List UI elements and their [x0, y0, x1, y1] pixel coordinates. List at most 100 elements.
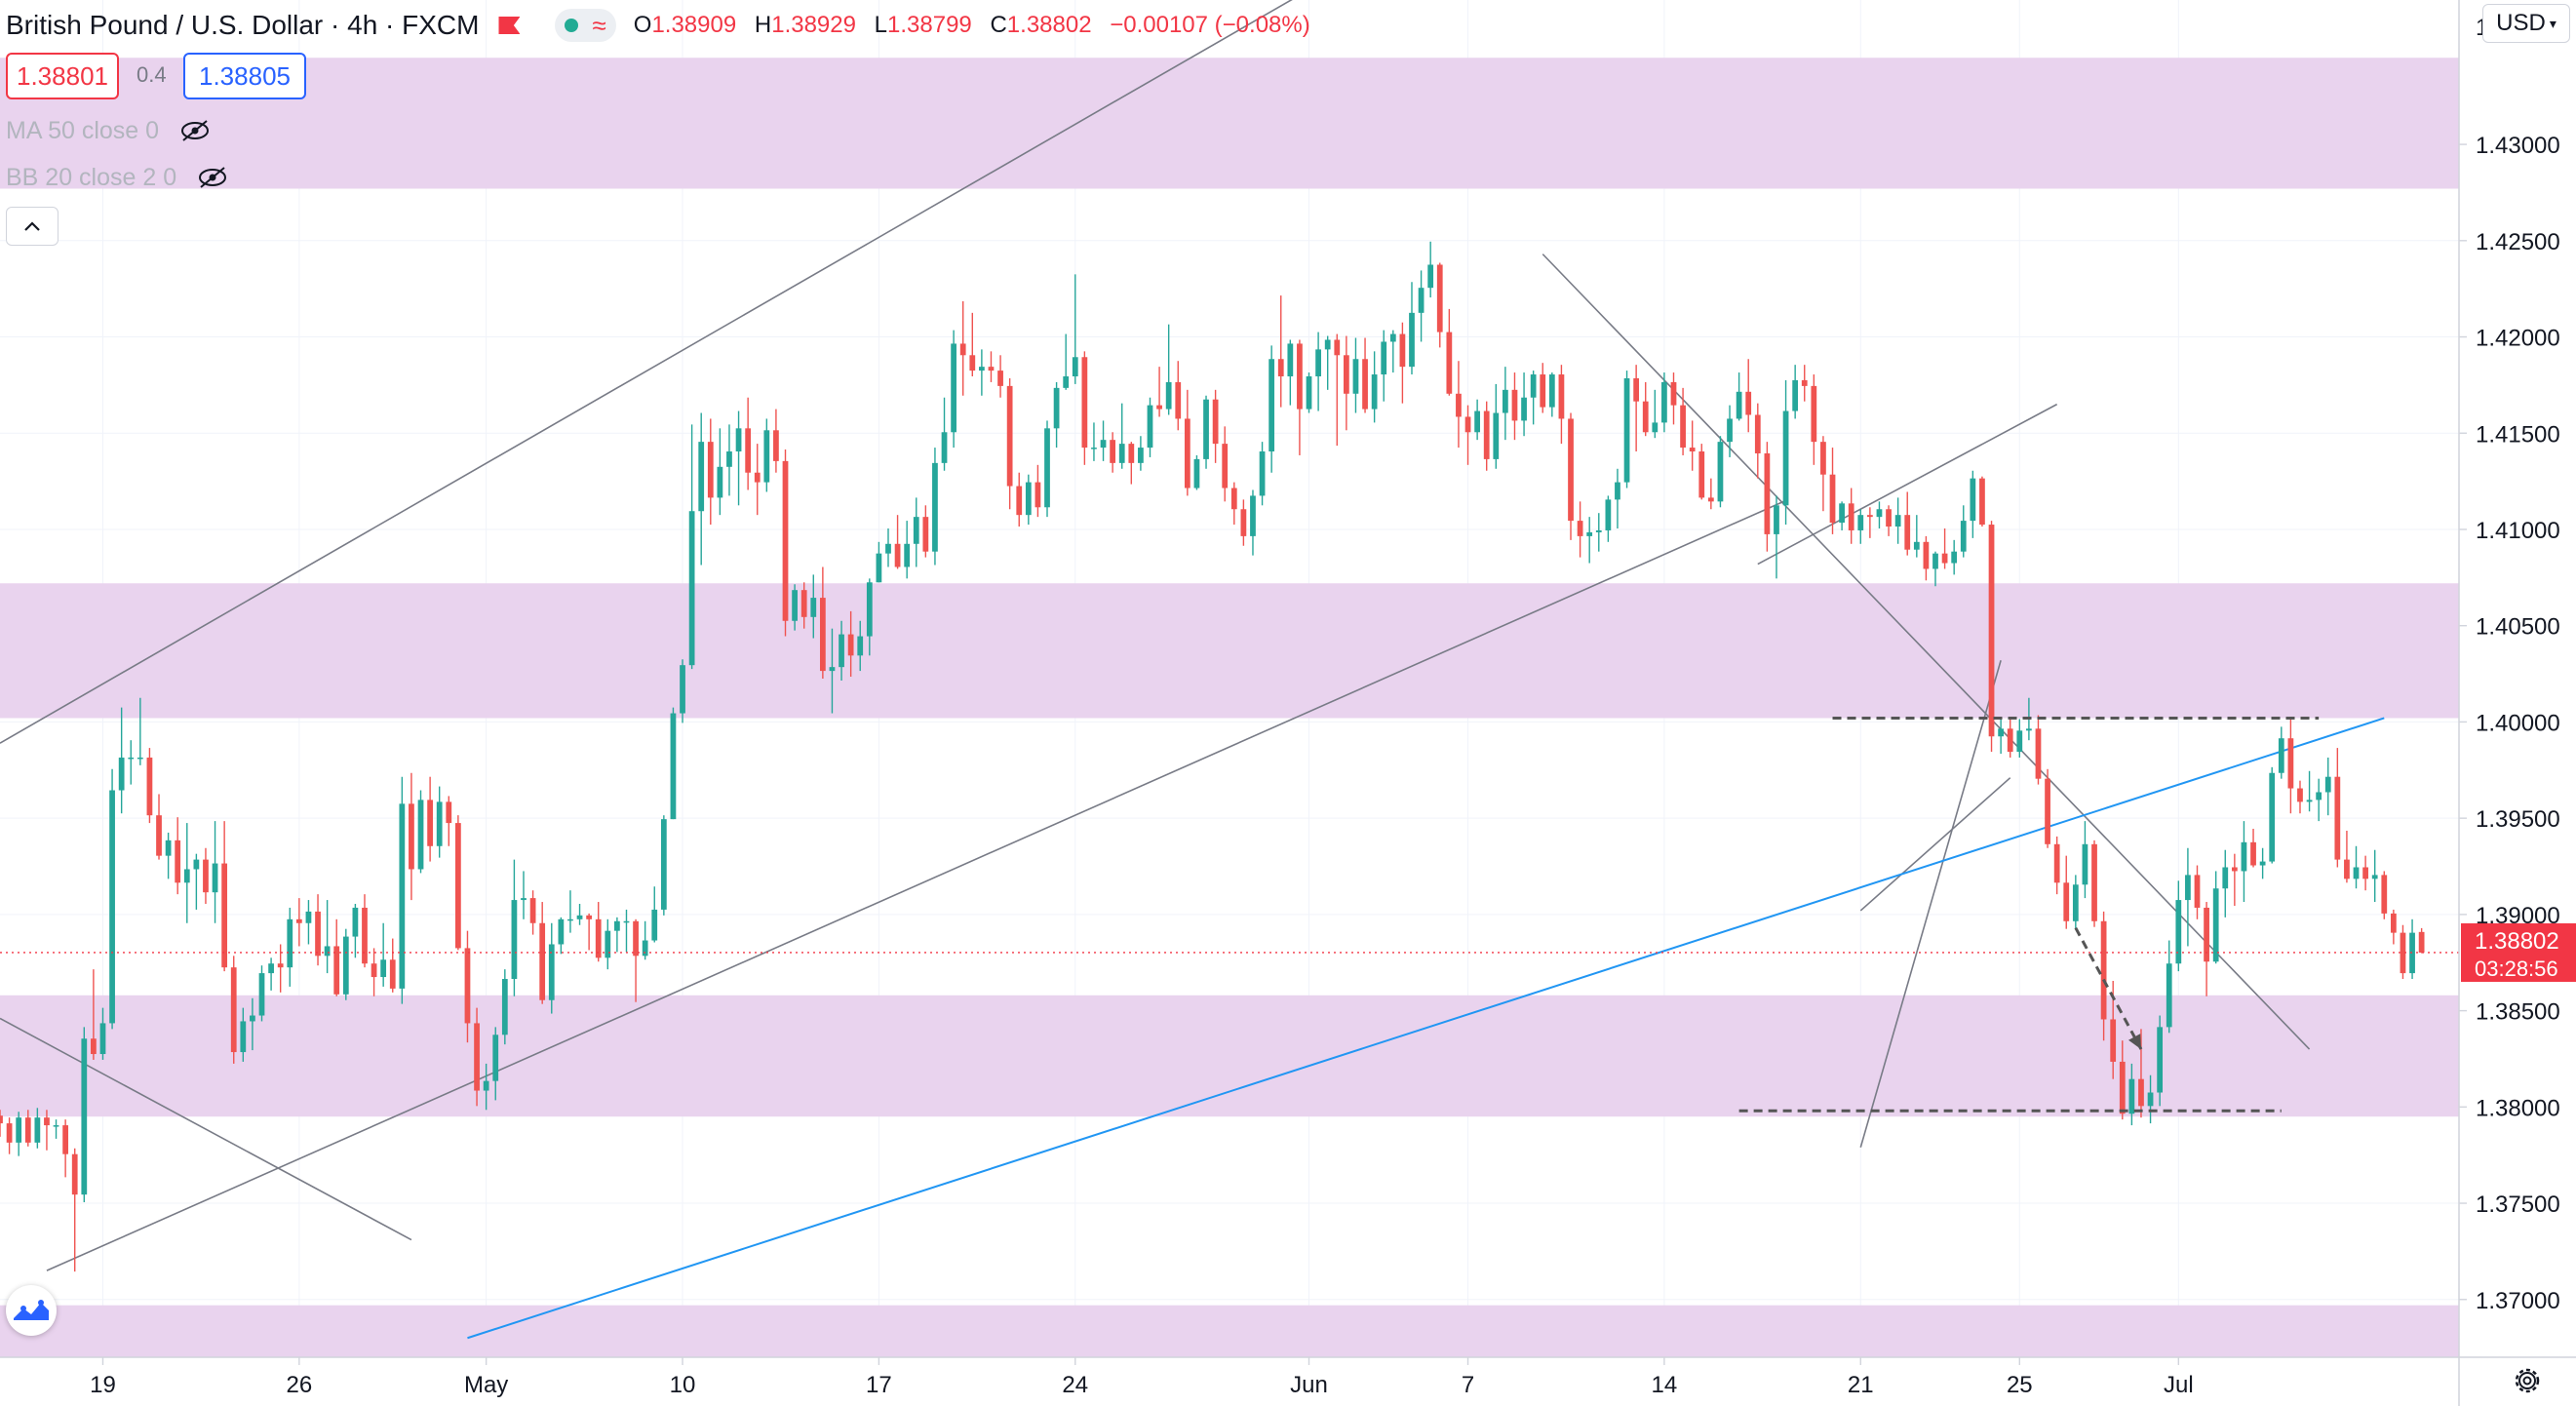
candle: [1110, 432, 1116, 473]
candle: [1371, 351, 1378, 423]
candle: [1530, 371, 1537, 425]
candle-body: [1230, 488, 1237, 510]
candle: [2334, 748, 2341, 868]
candle-body: [1923, 541, 1930, 569]
candle: [959, 301, 966, 396]
buy-price-button[interactable]: 1.38805: [183, 53, 306, 99]
candle-body: [2082, 843, 2088, 885]
candle-body: [62, 1125, 69, 1154]
candle: [819, 566, 826, 679]
candle-body: [455, 823, 461, 949]
candle: [1436, 262, 1443, 348]
support-resistance-zone: [0, 58, 2459, 189]
candle: [1006, 377, 1013, 510]
candle: [2016, 719, 2023, 758]
tradingview-logo-icon[interactable]: [6, 1285, 57, 1336]
candle-body: [941, 432, 948, 463]
candle-body: [44, 1117, 50, 1126]
candle-body: [258, 973, 265, 1016]
candle-body: [1595, 529, 1602, 532]
status-pill[interactable]: ≈: [555, 9, 616, 42]
candle-body: [1764, 452, 1771, 534]
candle-body: [1034, 482, 1041, 508]
candle-body: [2259, 861, 2266, 866]
indicator-ma[interactable]: MA 50 close 0: [6, 113, 210, 148]
candle: [2418, 927, 2425, 954]
eye-hidden-icon[interactable]: [198, 167, 227, 188]
candle: [1595, 513, 1602, 552]
candle: [99, 1007, 106, 1060]
candle-body: [1886, 509, 1892, 527]
candle: [342, 928, 349, 1000]
eye-hidden-icon[interactable]: [180, 120, 210, 141]
candle: [2241, 821, 2247, 903]
candle: [2128, 1063, 2135, 1126]
candle: [1362, 337, 1368, 413]
red-flag-icon[interactable]: [498, 17, 521, 34]
candle: [605, 918, 611, 970]
candle-body: [1184, 418, 1190, 488]
candle: [1970, 470, 1976, 538]
candle-body: [932, 462, 938, 552]
candle: [1680, 387, 1686, 455]
candle: [726, 424, 732, 496]
candle-body: [240, 1021, 247, 1053]
candle: [866, 578, 873, 656]
candle: [137, 697, 143, 765]
candle: [2381, 871, 2388, 919]
candle-body: [548, 944, 555, 1000]
candle-body: [2400, 932, 2406, 974]
candle-body: [183, 869, 190, 883]
candle-body: [175, 840, 181, 883]
candle: [399, 776, 406, 1004]
candle: [614, 917, 620, 953]
candle: [2353, 845, 2360, 889]
candle-body: [109, 790, 115, 1024]
candle-body: [1165, 381, 1172, 410]
collapse-legend-button[interactable]: [6, 207, 59, 246]
symbol-title[interactable]: British Pound / U.S. Dollar · 4h · FXCM: [6, 10, 480, 40]
indicator-bb[interactable]: BB 20 close 2 0: [6, 160, 227, 195]
candle: [2082, 821, 2088, 899]
candle: [1352, 337, 1359, 413]
candle-body: [688, 511, 695, 666]
candle-body: [1670, 381, 1677, 406]
candle-body: [1960, 521, 1967, 552]
candle-body: [1044, 428, 1050, 508]
candle-body: [1315, 349, 1321, 377]
x-tick-label: Jul: [2164, 1372, 2194, 1398]
candle-body: [1334, 339, 1341, 356]
candle: [595, 902, 602, 962]
candle: [1250, 489, 1256, 556]
candle-body: [1427, 264, 1434, 289]
candle-body: [352, 907, 359, 937]
candle-body: [2166, 963, 2172, 1028]
candle: [1521, 372, 1527, 437]
candle: [1960, 505, 1967, 558]
candle: [1979, 476, 1985, 527]
candle-body: [1913, 541, 1920, 550]
candle: [1128, 442, 1135, 485]
candle-body: [501, 979, 508, 1035]
candle: [586, 913, 593, 951]
sell-price-button[interactable]: 1.38801: [6, 53, 119, 99]
candle: [2053, 836, 2060, 895]
candle: [1091, 422, 1097, 461]
candle: [1306, 372, 1312, 413]
candle-body: [1389, 333, 1396, 342]
candle: [1343, 335, 1349, 431]
candle: [1156, 367, 1162, 417]
candle-body: [595, 918, 602, 958]
candle-body: [165, 840, 172, 856]
candle: [352, 904, 359, 958]
currency-button[interactable]: USD ▾: [2482, 4, 2570, 43]
candle: [409, 772, 414, 901]
candle: [1175, 361, 1182, 431]
candle: [258, 965, 265, 1022]
x-tick-label: 10: [670, 1372, 696, 1398]
candle: [2344, 830, 2350, 883]
candle: [1642, 381, 1649, 437]
gear-icon[interactable]: [2510, 1363, 2545, 1398]
